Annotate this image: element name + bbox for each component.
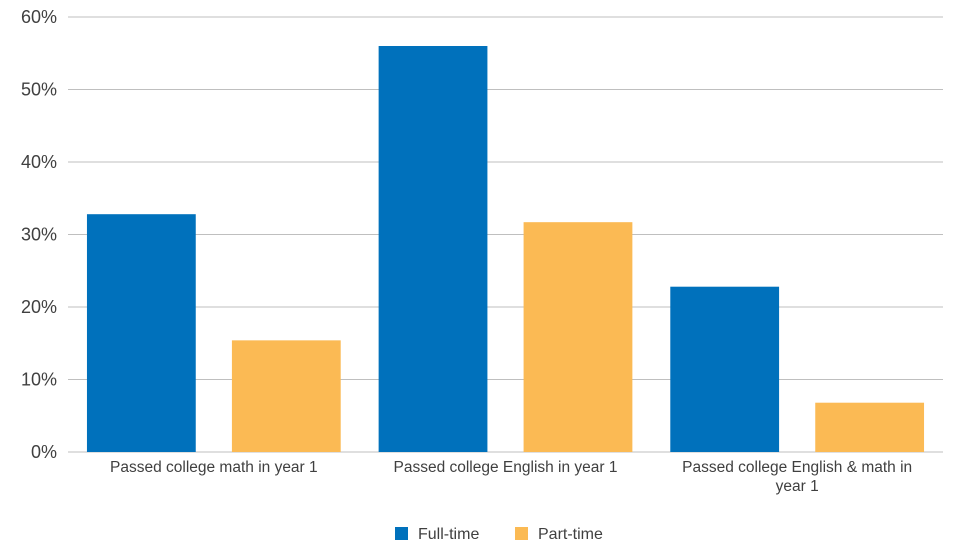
legend-swatch xyxy=(515,527,528,540)
x-category-label: Passed college English & math in year 1 xyxy=(682,459,912,495)
y-tick-label: 40% xyxy=(21,152,57,172)
legend-swatch xyxy=(395,527,408,540)
y-tick-label: 50% xyxy=(21,80,57,100)
y-tick-label: 30% xyxy=(21,225,57,245)
gridlines xyxy=(68,16,943,453)
y-tick-label: 20% xyxy=(21,297,57,317)
legend-label: Full-time xyxy=(418,526,479,543)
bar-part-time xyxy=(523,222,633,452)
bar-part-time xyxy=(815,402,925,452)
x-category-label: Passed college math in year 1 xyxy=(110,459,318,476)
bar-full-time xyxy=(670,286,780,452)
legend: Full-time Part-time xyxy=(395,526,603,543)
x-axis: Passed college math in year 1 Passed coll… xyxy=(110,459,912,495)
bar-part-time xyxy=(231,340,341,452)
bars xyxy=(86,46,925,452)
y-tick-label: 10% xyxy=(21,370,57,390)
y-axis: 0% 10% 20% 30% 40% 50% 60% xyxy=(21,7,57,462)
bar-full-time xyxy=(86,214,196,452)
x-category-label: Passed college English in year 1 xyxy=(393,459,617,476)
legend-label: Part-time xyxy=(538,526,603,543)
y-tick-label: 0% xyxy=(31,442,57,462)
bar-full-time xyxy=(378,46,488,452)
y-tick-label: 60% xyxy=(21,7,57,27)
